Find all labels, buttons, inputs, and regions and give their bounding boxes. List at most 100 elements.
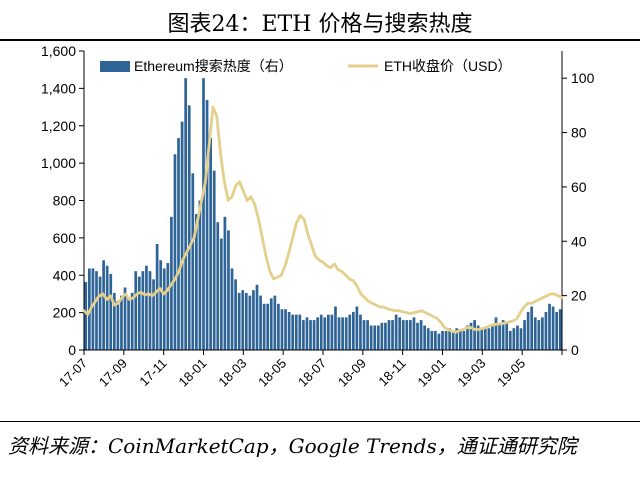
x-tick-label: 18-11: [375, 356, 408, 389]
search-bar: [512, 328, 516, 350]
legend-bar-swatch: [100, 61, 130, 72]
search-bar: [312, 320, 316, 350]
search-bar: [441, 330, 444, 350]
search-bar: [426, 328, 430, 350]
search-bar: [444, 330, 448, 350]
search-bar: [227, 230, 230, 350]
figure-title: 图表24：ETH 价格与搜索热度: [167, 12, 473, 37]
y-left-tick-label: 1,600: [41, 43, 76, 59]
legend-line-label: ETH收盘价（USD）: [384, 58, 512, 74]
search-bar: [284, 309, 287, 350]
x-tick-label: 18-01: [176, 356, 210, 390]
search-bar: [380, 322, 384, 350]
y-left-tick-label: 200: [53, 305, 77, 321]
search-bar: [334, 306, 337, 350]
search-bar: [519, 328, 523, 350]
x-tick-label: 18-05: [255, 356, 289, 390]
search-bar: [451, 330, 455, 350]
search-bar: [134, 271, 138, 350]
search-bar: [409, 320, 412, 350]
y-right-tick-label: 20: [571, 288, 587, 304]
search-bar: [95, 271, 98, 350]
search-bar: [137, 276, 141, 350]
search-bar: [173, 154, 177, 350]
search-bar: [416, 322, 419, 350]
search-bar: [291, 314, 295, 350]
search-bar: [145, 265, 148, 350]
search-bar: [244, 292, 248, 350]
search-bar: [455, 328, 459, 350]
search-bar: [127, 298, 130, 350]
search-bar: [248, 295, 252, 350]
search-bar: [241, 290, 245, 350]
search-bar: [305, 317, 309, 350]
search-bar: [419, 320, 423, 350]
search-bar: [102, 260, 105, 350]
search-bar: [294, 314, 298, 350]
search-bar: [437, 333, 441, 350]
search-bar: [558, 309, 562, 350]
search-bar: [526, 311, 530, 350]
search-bar: [162, 268, 166, 350]
y-left-tick-label: 1,000: [41, 155, 76, 171]
search-bar: [466, 325, 469, 350]
search-bar: [337, 317, 341, 350]
search-bar: [448, 328, 451, 350]
search-bar: [491, 325, 494, 350]
x-tick-label: 19-01: [415, 356, 449, 390]
search-bar: [195, 214, 198, 350]
search-bar: [369, 325, 373, 350]
x-tick-label: 18-07: [295, 356, 329, 390]
search-bar: [548, 303, 551, 350]
search-bar: [398, 317, 402, 350]
search-bar: [116, 301, 120, 350]
x-tick-label: 17-11: [136, 356, 169, 389]
search-bar: [123, 287, 127, 350]
search-bar: [302, 320, 305, 350]
search-bar: [269, 298, 273, 350]
search-bar: [112, 292, 116, 350]
search-bar: [259, 295, 262, 350]
search-bar: [373, 325, 377, 350]
search-bars: [84, 78, 562, 351]
search-bar: [216, 222, 220, 350]
search-bar: [362, 320, 366, 350]
search-bar: [473, 320, 476, 350]
search-bar: [212, 170, 216, 350]
search-bar: [319, 314, 323, 350]
eth-chart: 0 200 400 600 800 1,000 1,200 1,400 1,600 0 20 40 60…: [41, 43, 595, 390]
search-bar: [148, 271, 152, 350]
search-bar: [480, 328, 484, 350]
search-bar: [523, 320, 526, 350]
search-bar: [469, 322, 473, 350]
search-bar: [430, 330, 434, 350]
search-bar: [166, 263, 170, 350]
search-bar: [530, 306, 534, 350]
search-bar: [341, 317, 344, 350]
source-rule: [0, 421, 640, 422]
search-bar: [252, 290, 255, 350]
search-bar: [498, 322, 501, 350]
search-bar: [255, 284, 259, 350]
search-bar: [152, 279, 155, 350]
search-bar: [476, 325, 480, 350]
search-bar: [209, 137, 212, 350]
search-bar: [401, 320, 405, 350]
y-left-tick-label: 600: [53, 230, 77, 246]
y-right-tick-label: 0: [571, 342, 579, 358]
search-bar: [155, 243, 159, 350]
search-bar: [280, 309, 284, 350]
x-tick-label: 17-07: [56, 356, 90, 390]
search-bar: [351, 311, 355, 350]
search-bar: [230, 268, 234, 350]
search-bar: [141, 271, 145, 350]
search-bar: [327, 314, 330, 350]
search-bar: [237, 292, 241, 350]
search-bar: [198, 200, 202, 350]
search-bar: [387, 320, 391, 350]
search-bar: [266, 303, 270, 350]
price-line: [82, 105, 564, 334]
x-tick-label: 18-03: [215, 356, 249, 390]
x-tick-label: 19-03: [454, 356, 488, 390]
x-tick-label: 17-09: [96, 356, 130, 390]
